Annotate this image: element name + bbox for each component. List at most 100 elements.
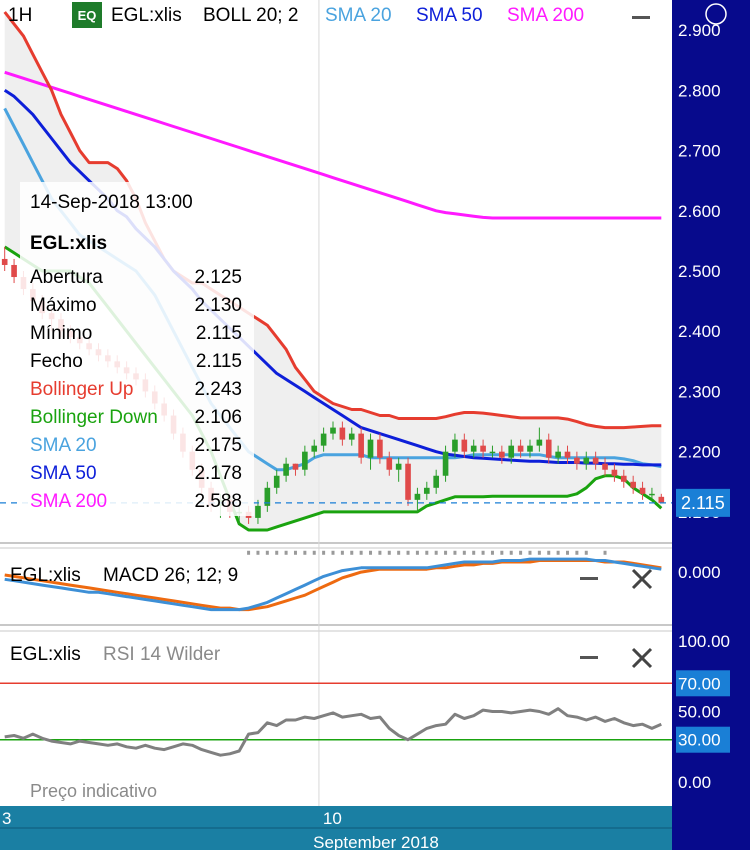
candle xyxy=(1,246,8,271)
candle-body xyxy=(592,457,599,464)
settings-circle-icon[interactable] xyxy=(705,3,727,25)
price-tick-label: 2.400 xyxy=(678,322,721,341)
candle-body xyxy=(377,439,383,458)
price-tick-label: 2.600 xyxy=(678,202,721,221)
candle-body xyxy=(395,463,402,470)
sma200-line xyxy=(4,70,662,220)
candle-body xyxy=(283,463,289,476)
tooltip-row: Bollinger Up 2.243 xyxy=(30,379,242,400)
tooltip-row: Bollinger Down 2.106 xyxy=(30,407,242,428)
time-tick-label: 10 xyxy=(323,809,342,828)
price-tick-label: 2.200 xyxy=(678,443,721,462)
candle xyxy=(499,445,505,464)
close-macd-panel-icon[interactable] xyxy=(631,568,653,590)
candle-body xyxy=(545,439,552,458)
indicator-sma20[interactable]: SMA 20 xyxy=(325,5,392,26)
minimize-rsi-panel-icon[interactable] xyxy=(580,656,598,659)
macd-histogram-bar xyxy=(397,550,401,555)
price-tick-label: 2.800 xyxy=(678,81,721,100)
macd-histogram-bar xyxy=(378,550,382,555)
indicator-sma50[interactable]: SMA 50 xyxy=(416,5,483,26)
close-rsi-panel-icon[interactable] xyxy=(631,647,653,669)
tooltip-row: Máximo 2.130 xyxy=(30,295,242,316)
tooltip-row-label: SMA 50 xyxy=(30,463,97,484)
macd-indicator-label[interactable]: MACD 26; 12; 9 xyxy=(103,565,238,586)
candle-body xyxy=(311,445,318,452)
candle-body xyxy=(630,481,636,488)
candle xyxy=(423,481,430,500)
price-axis-background xyxy=(672,0,750,850)
candle-body xyxy=(348,433,355,440)
candle xyxy=(358,427,364,464)
candle xyxy=(311,439,318,458)
price-tick-label: 2.300 xyxy=(678,382,721,401)
candle-body xyxy=(527,445,533,452)
candle xyxy=(564,445,571,464)
candle xyxy=(405,457,411,506)
tooltip-row-value: 2.125 xyxy=(194,267,242,288)
macd-histogram-bar xyxy=(500,550,504,555)
candle xyxy=(442,445,449,482)
candle-body xyxy=(480,445,486,452)
macd-histogram-bar xyxy=(462,550,466,555)
rsi-legend: EGL:xlis RSI 14 Wilder Preço indicativo xyxy=(10,644,653,801)
macd-histogram-bar xyxy=(359,550,363,555)
candle xyxy=(480,439,486,458)
minimize-price-panel-icon[interactable] xyxy=(632,16,650,19)
candle-body xyxy=(442,451,449,476)
candle-body xyxy=(649,493,655,496)
top-legend: 1H EQ EGL:xlis BOLL 20; 2 SMA 20 SMA 50 … xyxy=(8,2,727,28)
time-tick-label: 3 xyxy=(2,809,11,828)
candle xyxy=(611,463,618,482)
rsi-symbol-label[interactable]: EGL:xlis xyxy=(10,644,81,665)
candle xyxy=(620,469,627,488)
tooltip-row-value: 2.243 xyxy=(194,379,242,400)
candle-body xyxy=(602,463,608,470)
rsi-indicator-label[interactable]: RSI 14 Wilder xyxy=(103,644,221,665)
indicative-price-note: Preço indicativo xyxy=(30,781,157,801)
candle-body xyxy=(11,264,17,278)
macd-histogram-bar xyxy=(369,550,373,555)
tooltip-background xyxy=(20,182,254,516)
candle xyxy=(630,475,636,494)
tooltip-row-label: Fecho xyxy=(30,351,83,372)
candle-body xyxy=(273,475,280,488)
macd-histogram-bar xyxy=(350,550,354,555)
macd-histogram-bar xyxy=(453,550,457,555)
candle-body xyxy=(264,487,271,506)
minimize-macd-panel-icon[interactable] xyxy=(580,577,598,580)
indicator-sma200[interactable]: SMA 200 xyxy=(507,5,584,26)
macd-symbol-label[interactable]: EGL:xlis xyxy=(10,565,81,586)
tooltip-row-value: 2.178 xyxy=(194,463,242,484)
macd-histogram-bar xyxy=(265,550,269,555)
tooltip-row-value: 2.106 xyxy=(194,407,242,428)
price-tick-label: 2.500 xyxy=(678,262,721,281)
tooltip-row: Abertura 2.125 xyxy=(30,267,242,288)
macd-histogram-bar xyxy=(584,550,588,555)
candle-body xyxy=(574,457,580,464)
macd-histogram-bar xyxy=(490,550,494,555)
symbol-label[interactable]: EGL:xlis xyxy=(111,5,182,26)
candle-body xyxy=(320,433,327,446)
candle-body xyxy=(508,445,515,458)
candle xyxy=(555,445,561,464)
macd-panel[interactable] xyxy=(4,550,662,612)
interval-label[interactable]: 1H xyxy=(8,5,32,26)
rsi-tick-label: 0.00 xyxy=(678,773,711,792)
indicator-boll[interactable]: BOLL 20; 2 xyxy=(203,5,298,26)
candle xyxy=(574,451,580,470)
candle xyxy=(386,451,393,476)
tooltip-row-label: SMA 200 xyxy=(30,491,107,512)
candle xyxy=(292,463,299,476)
month-label: September 2018 xyxy=(313,833,439,850)
candle xyxy=(302,445,308,476)
tooltip-row-label: SMA 20 xyxy=(30,435,97,456)
rsi-panel[interactable] xyxy=(0,682,672,757)
candle-body xyxy=(470,445,477,452)
macd-histogram-bar xyxy=(566,550,570,555)
candle-body xyxy=(639,487,646,494)
macd-legend: EGL:xlis MACD 26; 12; 9 xyxy=(10,565,653,590)
macd-histogram-bar xyxy=(415,550,419,555)
rsi-tick-label: 70.00 xyxy=(678,674,721,693)
